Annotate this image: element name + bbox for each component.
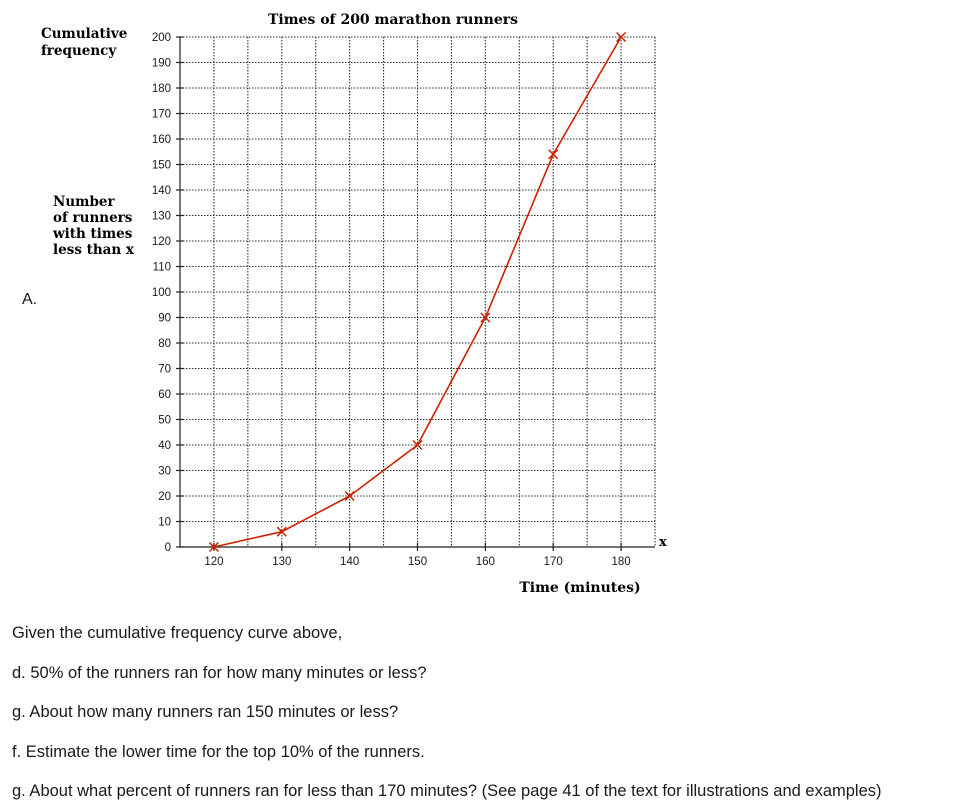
data-point-stroke bbox=[412, 439, 423, 451]
data-series bbox=[208, 31, 627, 553]
question-g-second: g. About what percent of runners ran for… bbox=[12, 782, 882, 801]
data-point-stroke bbox=[276, 526, 287, 537]
y-tick-label: 110 bbox=[153, 262, 171, 274]
y-tick-label: 160 bbox=[152, 134, 171, 146]
chart-axes bbox=[176, 36, 655, 551]
y-tick-label: 200 bbox=[152, 32, 171, 44]
y-axis-sublabel-line: of runners bbox=[53, 210, 133, 226]
x-tick-label: 150 bbox=[408, 556, 427, 568]
question-g-first: g. About how many runners ran 150 minute… bbox=[12, 703, 399, 722]
data-point-stroke bbox=[548, 149, 559, 160]
y-tick-label: 10 bbox=[158, 517, 171, 529]
data-point-stroke bbox=[344, 490, 355, 502]
cumulative-frequency-chart: 0 10 20 30 40 50 60 70 80 90 100 110 120 130 140 150 160… bbox=[41, 12, 667, 596]
chart-title: Times of 200 marathon runners bbox=[268, 12, 518, 28]
y-axis-label: Cumulative frequency bbox=[41, 26, 132, 59]
y-tick-label: 40 bbox=[158, 440, 171, 452]
y-tick-label: 100 bbox=[152, 287, 171, 299]
data-point-stroke bbox=[480, 312, 491, 323]
y-tick-label: 80 bbox=[158, 338, 171, 350]
y-tick-label: 0 bbox=[165, 542, 171, 554]
y-tick-label: 170 bbox=[152, 109, 171, 121]
y-tick-label: 50 bbox=[158, 415, 171, 427]
y-axis-label-line: Cumulative bbox=[41, 26, 127, 42]
x-tick-label: 160 bbox=[476, 556, 495, 568]
section-label: A. bbox=[22, 291, 38, 308]
y-axis-sublabel-line: less than x bbox=[53, 242, 135, 258]
y-tick-label: 20 bbox=[158, 491, 171, 503]
x-axis-label: Time (minutes) bbox=[519, 580, 640, 596]
y-axis-sublabel: Number of runners with times less than x bbox=[52, 194, 137, 258]
y-tick-label: 190 bbox=[152, 58, 171, 70]
chart-grid bbox=[180, 36, 656, 547]
x-axis-variable: x bbox=[659, 535, 667, 550]
data-point-marker bbox=[276, 526, 287, 537]
x-tick-label: 130 bbox=[272, 556, 291, 568]
y-tick-label: 90 bbox=[158, 313, 171, 325]
x-tick-label: 120 bbox=[204, 556, 223, 568]
question-f: f. Estimate the lower time for the top 1… bbox=[12, 742, 425, 761]
y-tick-label: 150 bbox=[152, 160, 171, 172]
tick-labels: 0 10 20 30 40 50 60 70 80 90 100 110 120 130 140 150 160… bbox=[152, 32, 631, 568]
y-tick-label: 140 bbox=[152, 185, 171, 197]
data-point-stroke bbox=[208, 541, 219, 553]
data-point-marker bbox=[412, 439, 423, 451]
question-intro: Given the cumulative frequency curve abo… bbox=[12, 624, 343, 642]
y-axis-sublabel-line: Number bbox=[53, 194, 115, 210]
y-axis-sublabel-line: with times bbox=[52, 226, 133, 242]
x-tick-label: 170 bbox=[544, 556, 563, 568]
y-axis-label-line: frequency bbox=[41, 43, 117, 59]
x-tick-label: 180 bbox=[611, 556, 630, 568]
question-d: d. 50% of the runners ran for how many m… bbox=[12, 663, 427, 682]
y-tick-label: 70 bbox=[158, 364, 171, 376]
data-point-marker bbox=[208, 541, 219, 553]
question-list: Given the cumulative frequency curve abo… bbox=[12, 614, 882, 812]
y-tick-label: 30 bbox=[158, 466, 171, 478]
y-tick-label: 60 bbox=[158, 389, 171, 401]
y-tick-label: 180 bbox=[152, 83, 171, 95]
data-point-marker bbox=[480, 312, 491, 323]
data-point-marker bbox=[344, 490, 355, 502]
data-point-stroke bbox=[616, 31, 627, 43]
data-point-marker bbox=[548, 149, 559, 160]
x-tick-label: 140 bbox=[340, 556, 359, 568]
y-tick-label: 120 bbox=[152, 236, 171, 248]
data-point-marker bbox=[616, 31, 627, 43]
y-tick-label: 130 bbox=[152, 211, 171, 223]
